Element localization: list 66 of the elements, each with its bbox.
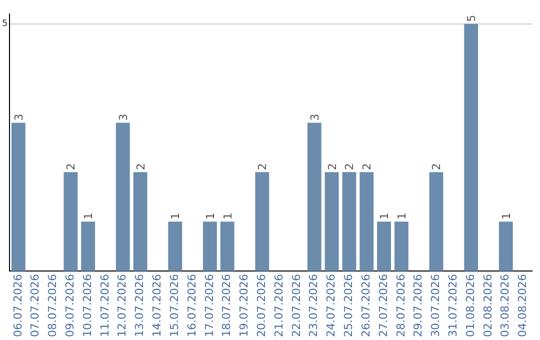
x-tick-label: 18.07.2026 [220, 274, 234, 338]
x-tick-label: 13.07.2026 [133, 274, 146, 338]
data-label: 1 [395, 212, 408, 220]
bar [116, 122, 130, 272]
data-label: 1 [169, 212, 182, 220]
data-label: 2 [134, 163, 148, 170]
x-tick-label: 20.07.2026 [255, 274, 268, 338]
bar [11, 122, 26, 272]
bar [360, 172, 374, 272]
x-tick-label: 04.08.2026 [516, 274, 530, 338]
bar [464, 24, 478, 272]
x-tick-label: 24.07.2026 [324, 274, 338, 338]
x-tick-label: 09.07.2026 [64, 274, 77, 338]
bar [307, 122, 322, 272]
data-label: 2 [326, 163, 339, 170]
x-tick-label: 25.07.2026 [342, 274, 356, 338]
data-label: 5 [465, 14, 478, 22]
x-tick-label: 08.07.2026 [46, 274, 60, 338]
x-tick-label: 28.07.2026 [394, 274, 408, 338]
x-tick-label: 21.07.2026 [272, 274, 286, 338]
x-tick-label: 02.08.2026 [481, 274, 494, 338]
data-label: 3 [12, 114, 26, 121]
bar [498, 222, 513, 272]
x-tick-label: 27.07.2026 [376, 274, 390, 338]
x-tick-label: 22.07.2026 [290, 274, 303, 338]
x-tick-label: 01.08.2026 [464, 274, 477, 338]
x-tick-label: 10.07.2026 [80, 274, 94, 338]
x-tick-label: 06.07.2026 [11, 274, 24, 338]
bar [429, 172, 444, 272]
data-label: 1 [204, 212, 217, 220]
bar [202, 222, 217, 272]
bar [377, 222, 391, 272]
data-label: 1 [221, 212, 234, 220]
data-label: 2 [256, 163, 270, 170]
x-tick-label: 31.07.2026 [446, 274, 460, 338]
bar [324, 172, 339, 272]
data-label: 2 [64, 163, 78, 170]
x-tick-label: 12.07.2026 [116, 274, 129, 338]
x-tick-label: 16.07.2026 [185, 274, 198, 338]
data-label: 2 [360, 163, 374, 170]
x-tick-label: 15.07.2026 [168, 274, 181, 338]
bar [394, 222, 408, 272]
x-tick-label: 23.07.2026 [307, 274, 320, 338]
x-tick-label: 19.07.2026 [238, 274, 251, 338]
x-tick-label: 17.07.2026 [202, 274, 216, 338]
data-label: 2 [430, 163, 444, 170]
x-tick-label: 30.07.2026 [429, 274, 442, 338]
bar [342, 172, 356, 272]
x-tick-label: 11.07.2026 [98, 274, 112, 338]
x-tick-label: 29.07.2026 [412, 274, 425, 338]
bar [133, 172, 148, 272]
x-tick-label: 03.08.2026 [498, 274, 512, 338]
x-tick-label: 14.07.2026 [150, 274, 164, 338]
data-label: 2 [343, 163, 356, 170]
data-label: 3 [308, 114, 322, 121]
x-tick-label: 26.07.2026 [359, 274, 372, 338]
bar [220, 222, 234, 272]
data-label: 1 [500, 212, 513, 220]
bar [81, 222, 96, 272]
data-label: 1 [82, 212, 96, 220]
x-tick-label: 07.07.2026 [28, 274, 42, 338]
bar [64, 172, 78, 272]
bar [255, 172, 270, 272]
data-label: 1 [378, 212, 392, 220]
data-label: 3 [116, 114, 130, 121]
bar [168, 222, 182, 272]
